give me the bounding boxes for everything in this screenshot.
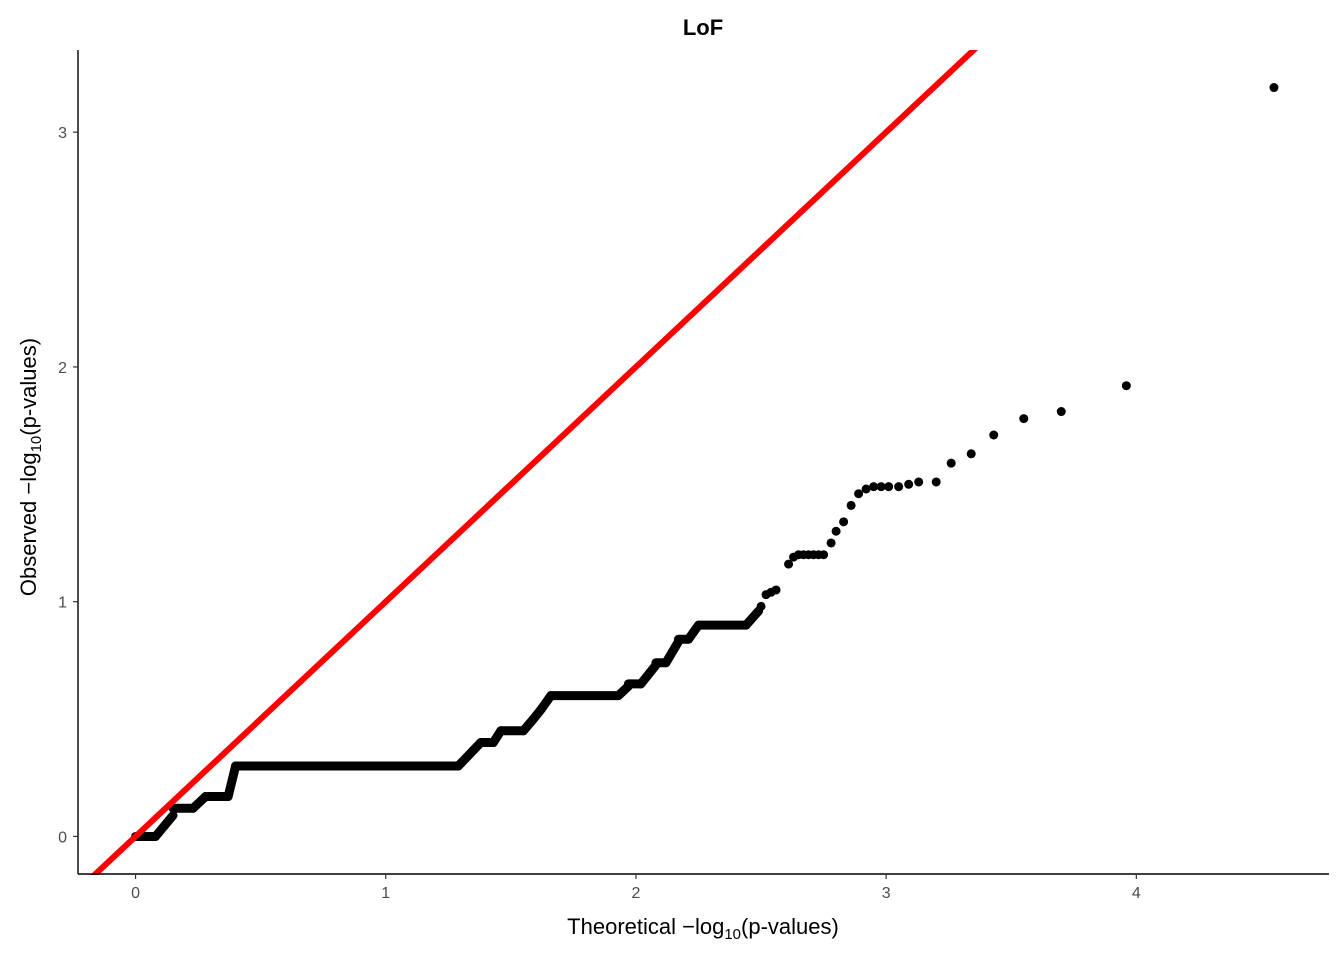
data-point-29 [1056, 407, 1066, 417]
point-run-1 [151, 810, 178, 841]
data-point-14 [839, 517, 849, 527]
data-point-17 [861, 484, 871, 494]
x-axis-title: Theoretical −log10(p-values) [567, 914, 839, 943]
point-run-7 [453, 738, 486, 771]
y-tick-label: 3 [58, 125, 67, 142]
chart-title: LoF [683, 15, 723, 40]
x-tick-label: 3 [882, 885, 891, 902]
data-point-4 [784, 559, 794, 569]
plot-panel [90, 50, 1279, 875]
data-point-13 [831, 526, 841, 536]
x-tick-label: 1 [381, 885, 390, 902]
data-point-18 [869, 482, 879, 492]
y-axis-ticks: 0 1 2 3 [58, 125, 78, 846]
data-point-28 [1019, 414, 1029, 424]
data-point-21 [894, 482, 904, 492]
data-point-12 [826, 538, 836, 548]
data-point-19 [876, 482, 886, 492]
x-tick-label: 4 [1132, 885, 1141, 902]
data-point-26 [966, 449, 976, 459]
data-point-11 [819, 550, 829, 560]
y-tick-label: 1 [58, 595, 67, 612]
point-run-23 [741, 606, 764, 630]
x-tick-label: 2 [631, 885, 640, 902]
x-tick-label: 0 [131, 885, 140, 902]
data-point-30 [1121, 381, 1131, 391]
data-point-20 [884, 482, 894, 492]
data-point-23 [914, 477, 924, 487]
data-point-25 [946, 458, 956, 468]
point-run-19 [661, 637, 683, 668]
data-point-24 [931, 477, 941, 487]
data-point-22 [904, 479, 914, 489]
data-point-15 [846, 500, 856, 510]
y-tick-label: 2 [58, 360, 67, 377]
data-point-31 [1269, 83, 1279, 93]
x-axis-ticks: 0 1 2 3 4 [131, 874, 1141, 902]
point-run-5 [223, 761, 241, 802]
reference-line [90, 50, 979, 875]
data-point-3 [771, 585, 781, 595]
y-tick-label: 0 [58, 829, 67, 846]
data-point-16 [854, 489, 864, 499]
point-run-17 [636, 660, 661, 689]
y-axis-title: Observed −log10(p-values) [16, 338, 45, 596]
data-point-27 [989, 430, 999, 440]
data-point-0 [756, 601, 766, 611]
